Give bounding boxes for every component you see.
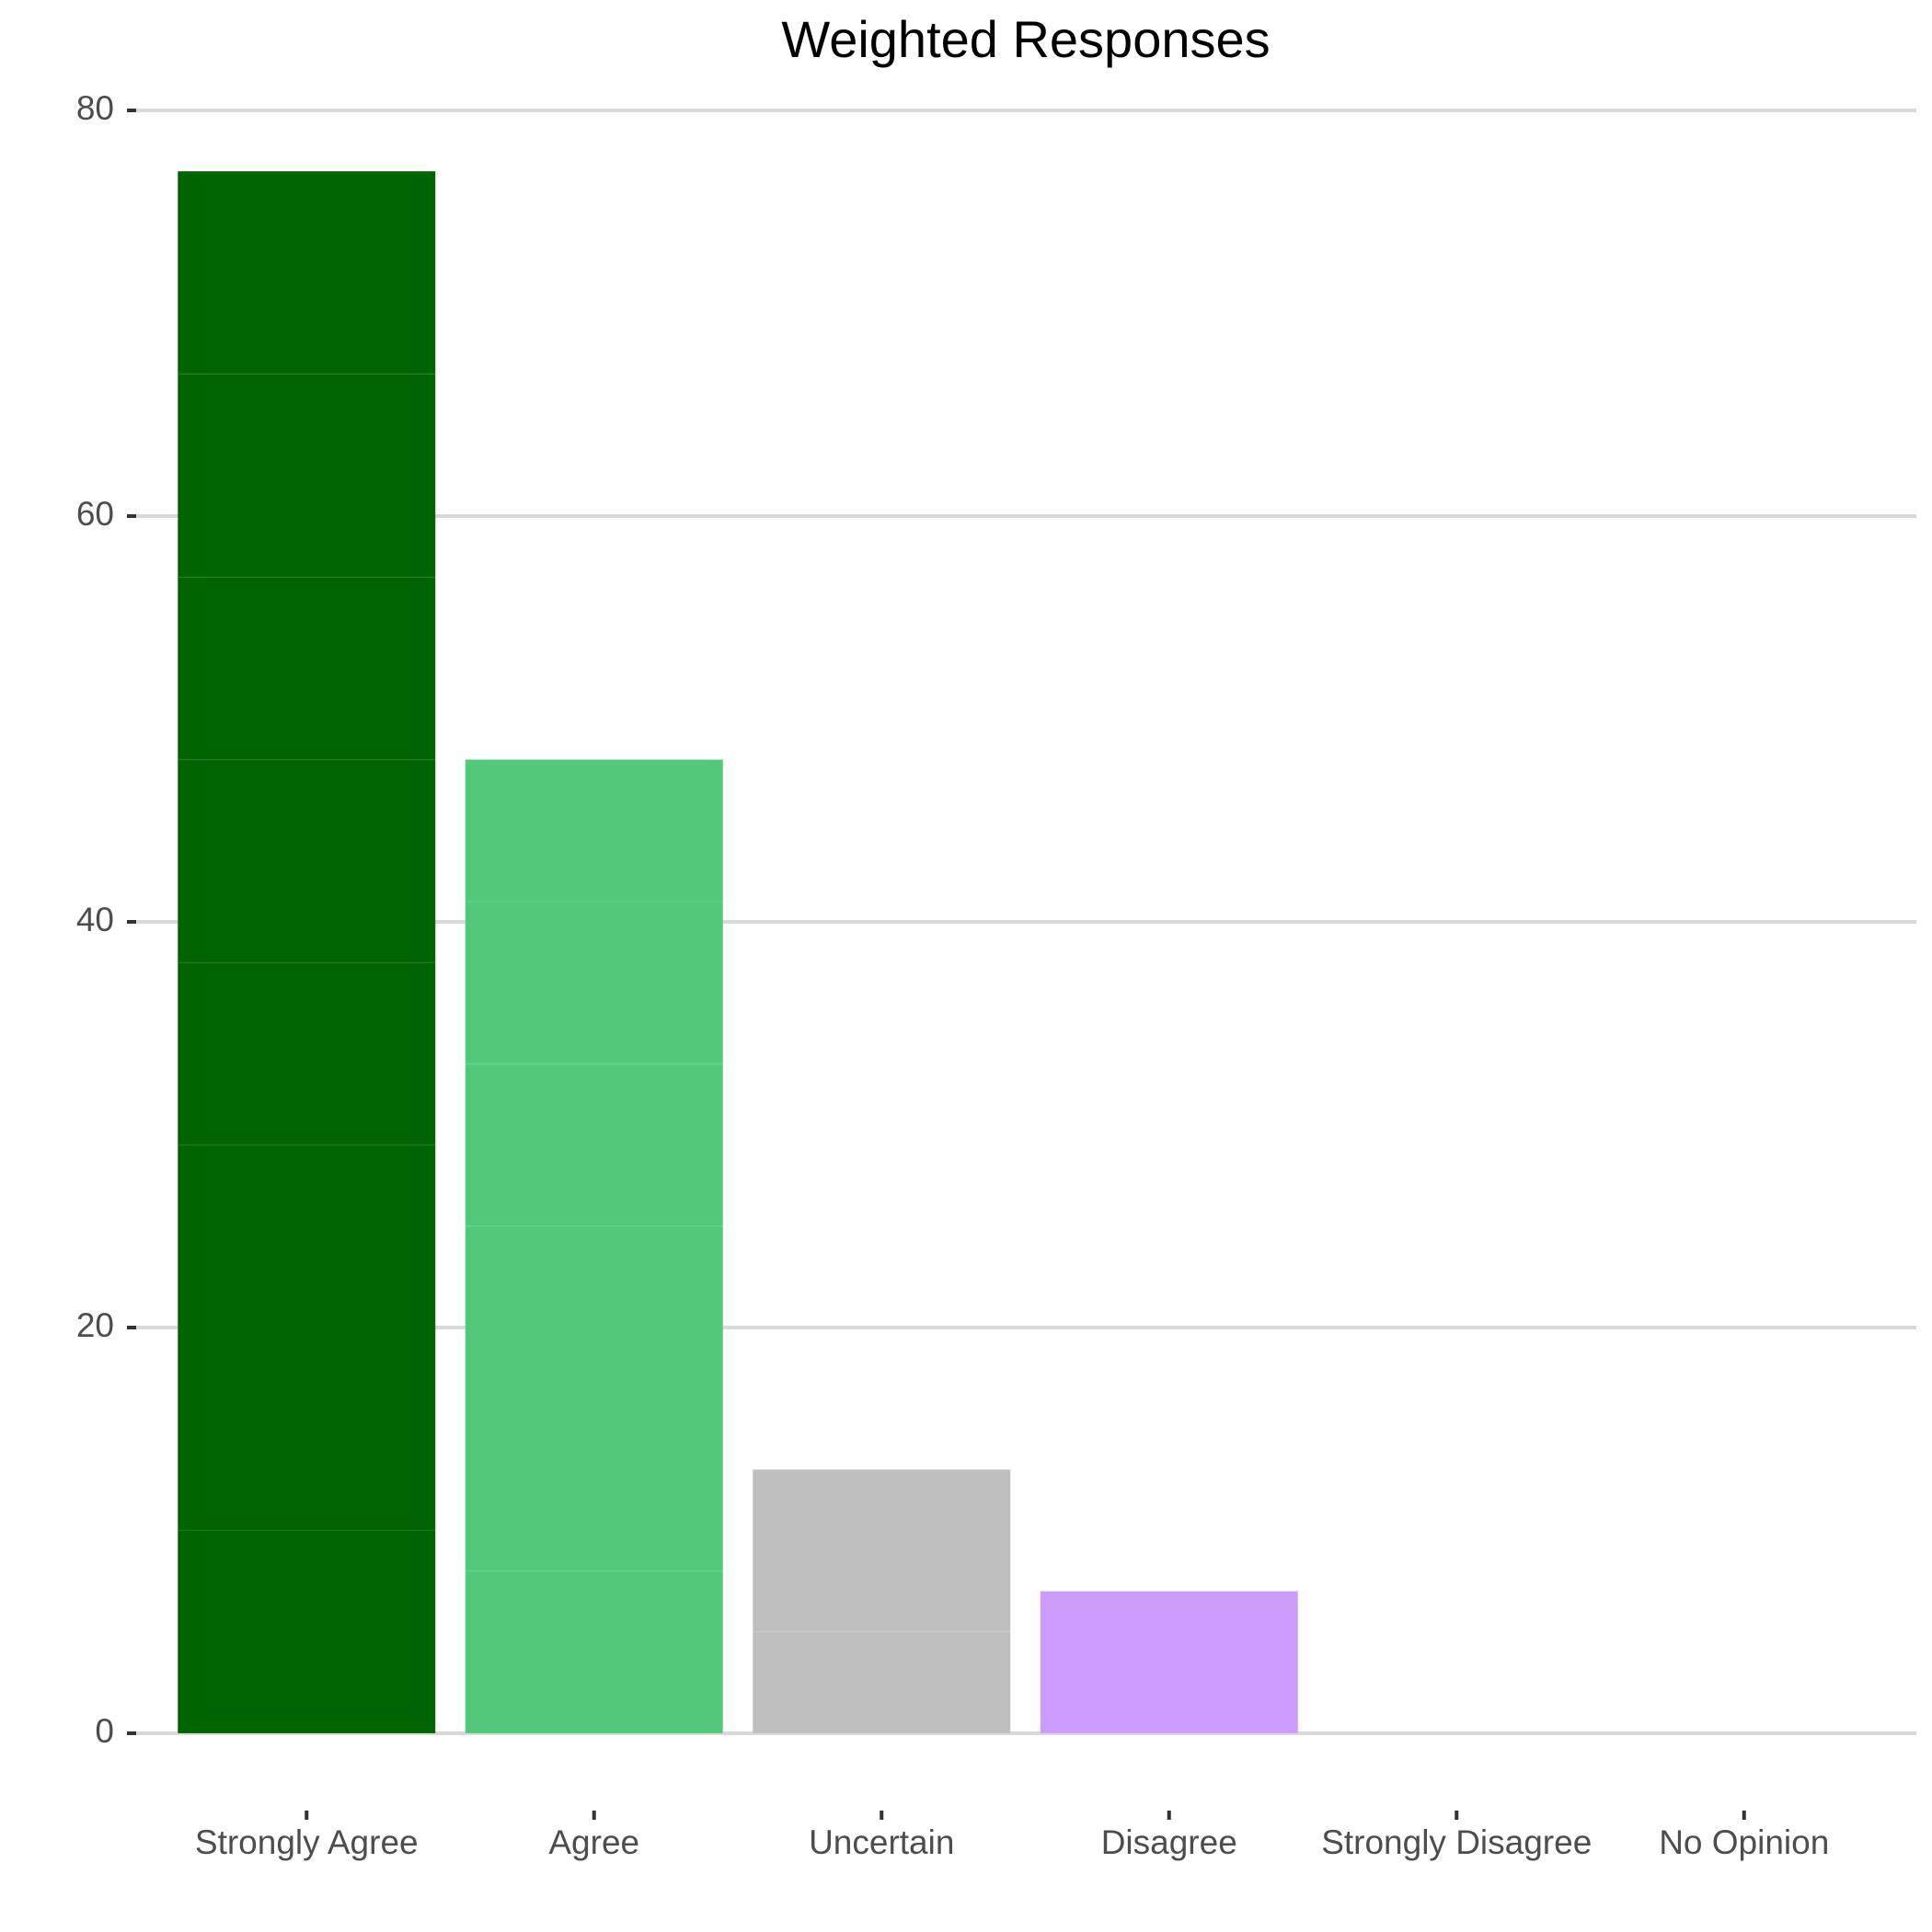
x-tick-label: Strongly Agree [195, 1823, 419, 1861]
bar-segment [177, 759, 436, 963]
bar-segment [177, 961, 436, 1146]
bar-segment [465, 1063, 724, 1227]
bar-segment [1040, 1591, 1299, 1734]
bar-segment [465, 1570, 724, 1734]
y-tick-label: 20 [76, 1306, 114, 1344]
bar-segment [177, 374, 436, 578]
bar-segment [465, 759, 724, 903]
x-tick-label: Strongly Disagree [1321, 1823, 1592, 1861]
bar-segment [752, 1468, 1011, 1633]
bar-segment [752, 1631, 1011, 1734]
y-tick-label: 60 [76, 495, 114, 533]
x-tick-label: No Opinion [1659, 1823, 1829, 1861]
x-tick-label: Uncertain [809, 1823, 954, 1861]
y-tick-label: 80 [76, 89, 114, 127]
y-tick-label: 40 [76, 901, 114, 938]
x-tick-label: Agree [548, 1823, 639, 1861]
x-tick-label: Disagree [1101, 1823, 1237, 1861]
chart-title: Weighted Responses [781, 10, 1270, 68]
bar-segment [177, 1144, 436, 1532]
y-tick-label: 0 [95, 1712, 114, 1750]
bar-segment [177, 1530, 436, 1734]
bar-segment [465, 901, 724, 1064]
bar-segment [177, 576, 436, 761]
bar-segment [177, 170, 436, 375]
bar-segment [465, 1225, 724, 1572]
